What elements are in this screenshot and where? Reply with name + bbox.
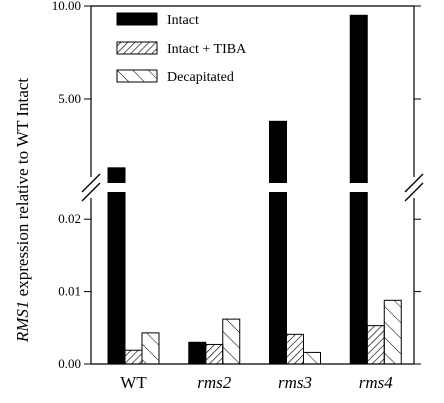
axis-break-band <box>0 183 444 192</box>
legend: Intact Intact + TIBA Decapitated <box>116 12 247 85</box>
y-tick-label-lower-2: 0.02 <box>58 211 81 226</box>
plot-area: 0.00 0.01 0.02 5.00 10.00 WT rms2 rms3 rms4 <box>0 0 444 392</box>
axis-break-right-b <box>404 182 424 202</box>
x-tick-label-rms4: rms4 <box>359 373 394 392</box>
x-tick-label-rms3: rms3 <box>278 373 312 392</box>
legend-swatch-intact-tiba <box>116 41 158 55</box>
legend-label-intact-tiba: Intact + TIBA <box>167 42 247 57</box>
y-tick-label-upper-1: 10.00 <box>52 0 81 13</box>
bar-decapitated-rms3 <box>303 351 321 365</box>
bar-intact-tiba-rms2 <box>205 343 224 365</box>
y-tick-label-upper-0: 5.00 <box>58 91 81 106</box>
y-axis-label: RMS1 expression relative to WT Intact <box>13 78 32 343</box>
bar-intact-tiba-wt <box>124 349 143 365</box>
legend-label-decapitated: Decapitated <box>167 70 234 85</box>
y-axis-label-text: expression relative to WT Intact <box>13 78 32 301</box>
x-tick-label-rms2: rms2 <box>197 373 232 392</box>
bar-intact-wt <box>107 167 126 365</box>
x-tick-label-wt: WT <box>120 373 147 392</box>
bar-intact-rms3 <box>269 120 287 365</box>
axis-break-right-a <box>404 173 424 193</box>
bar-decapitated-rms4 <box>383 299 402 365</box>
bar-decapitated-wt <box>141 332 160 365</box>
legend-swatch-decapitated <box>116 69 158 83</box>
y-axis-label-gene: RMS1 <box>13 301 32 344</box>
bar-decapitated-rms2 <box>222 318 241 365</box>
bar-intact-tiba-rms3 <box>286 333 304 365</box>
axis-break-left-b <box>81 182 101 202</box>
bar-intact-tiba-rms4 <box>366 325 385 365</box>
legend-swatch-intact <box>116 12 158 26</box>
legend-label-intact: Intact <box>167 13 199 28</box>
bar-intact-rms2 <box>188 341 207 365</box>
axis-break-left-a <box>81 173 101 193</box>
y-tick-label-lower-0: 0.00 <box>58 356 81 371</box>
y-tick-label-lower-1: 0.01 <box>58 284 81 299</box>
